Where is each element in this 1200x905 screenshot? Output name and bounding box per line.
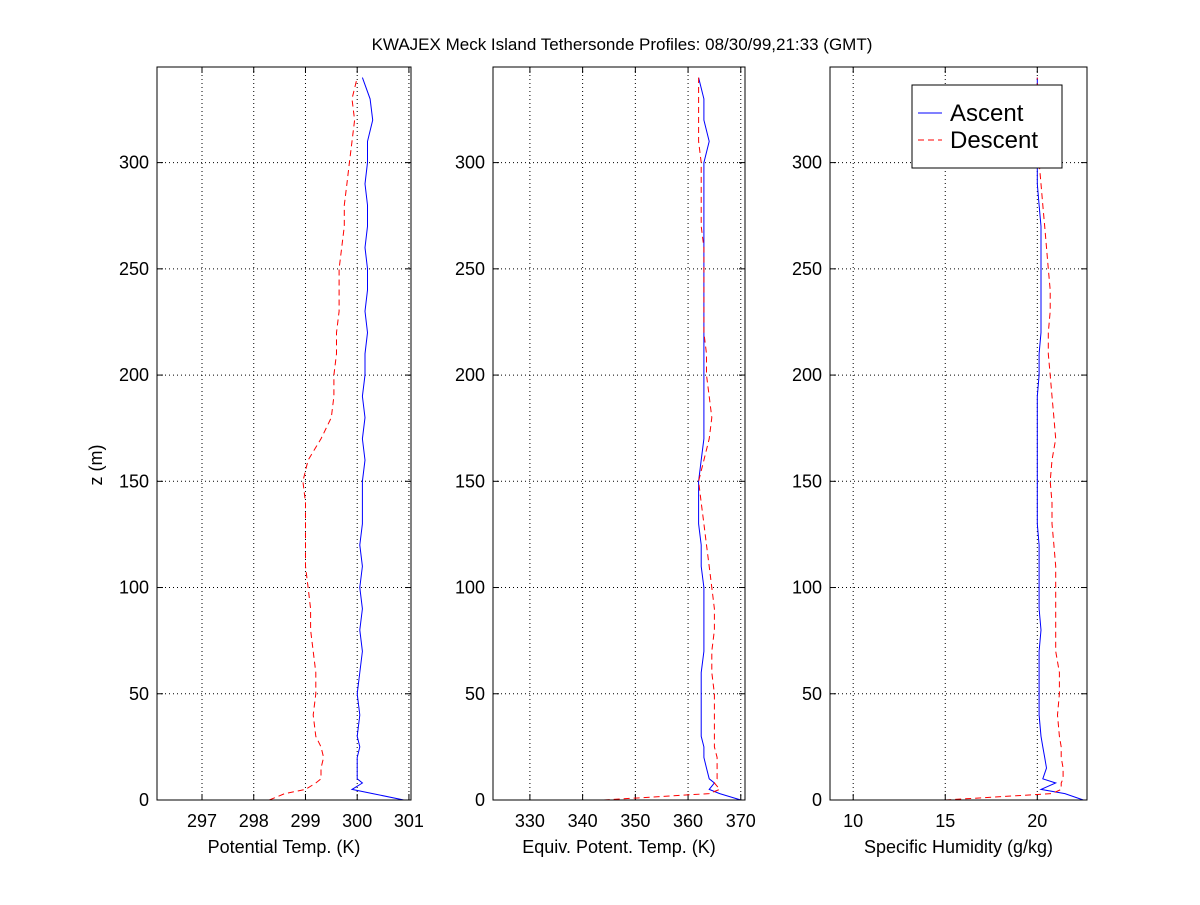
x-tick-label: 340: [568, 811, 598, 831]
x-axis-label: Specific Humidity (g/kg): [864, 837, 1053, 857]
series-line-ascent: [1036, 77, 1084, 801]
series-line-descent: [945, 77, 1064, 801]
x-tick-label: 301: [394, 811, 424, 831]
axes-frame: [156, 66, 412, 801]
y-tick-label: 150: [119, 471, 149, 491]
x-tick-label: 350: [620, 811, 650, 831]
x-tick-label: 10: [843, 811, 863, 831]
y-tick-label: 200: [792, 365, 822, 385]
series-line-descent: [269, 77, 358, 801]
y-tick-label: 200: [455, 365, 485, 385]
x-tick-label: 297: [187, 811, 217, 831]
legend-label-descent: Descent: [950, 127, 1038, 154]
series-line-ascent: [698, 77, 741, 801]
legend-label-ascent: Ascent: [950, 100, 1024, 127]
y-tick-label: 250: [119, 259, 149, 279]
figure-title: KWAJEX Meck Island Tethersonde Profiles:…: [372, 35, 873, 54]
x-tick-label: 330: [515, 811, 545, 831]
y-tick-label: 100: [792, 578, 822, 598]
y-tick-label: 250: [792, 259, 822, 279]
y-tick-label: 0: [139, 790, 149, 810]
x-tick-label: 20: [1027, 811, 1047, 831]
y-tick-label: 100: [455, 578, 485, 598]
y-tick-label: 150: [792, 471, 822, 491]
plot-area: [493, 67, 745, 800]
y-tick-label: 300: [792, 153, 822, 173]
y-tick-label: 300: [455, 153, 485, 173]
x-tick-label: 299: [290, 811, 320, 831]
y-tick-label: 150: [455, 471, 485, 491]
y-tick-label: 50: [129, 684, 149, 704]
plot-area: [157, 67, 411, 800]
x-tick-label: 360: [673, 811, 703, 831]
y-tick-label: 0: [475, 790, 485, 810]
y-tick-label: 50: [802, 684, 822, 704]
y-tick-label: 0: [812, 790, 822, 810]
panel-2: 330 340 350 360 370 0 50 100 150 200 250 300 Equiv. …: [455, 66, 756, 857]
x-axis-label: Potential Temp. (K): [208, 837, 361, 857]
x-tick-label: 370: [726, 811, 756, 831]
y-tick-label: 50: [465, 684, 485, 704]
x-tick-label: 298: [239, 811, 269, 831]
axes-frame: [492, 66, 746, 801]
panel-1: 297 298 299 300 301 0 50 100 150 200 250 300 Potenti…: [119, 66, 424, 857]
series-line-ascent: [350, 77, 404, 801]
x-tick-label: 15: [935, 811, 955, 831]
axes-frame: [829, 66, 1088, 801]
x-tick-label: 300: [342, 811, 372, 831]
y-axis-label: z (m): [86, 445, 106, 486]
x-axis-label: Equiv. Potent. Temp. (K): [522, 837, 715, 857]
legend-box: [911, 84, 1063, 169]
y-tick-label: 100: [119, 578, 149, 598]
y-tick-label: 300: [119, 153, 149, 173]
plot-area: [830, 67, 1087, 800]
y-tick-label: 250: [455, 259, 485, 279]
y-tick-label: 200: [119, 365, 149, 385]
